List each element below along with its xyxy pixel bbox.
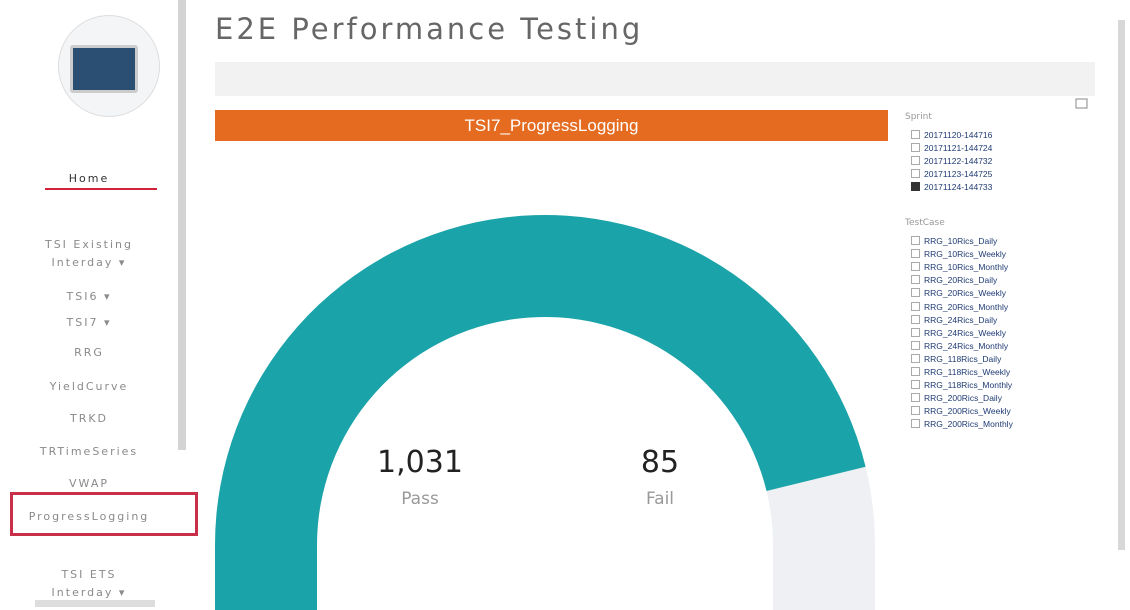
gauge-fail	[767, 467, 875, 545]
checkbox[interactable]	[911, 315, 920, 324]
item-label: RRG_20Rics_Monthly	[924, 302, 1008, 312]
nav-link[interactable]: Interday ▾	[0, 586, 178, 599]
slicer-item[interactable]: 20171123-144725	[911, 169, 992, 179]
checkbox[interactable]	[911, 341, 920, 350]
slicer-title: Sprint	[905, 112, 932, 122]
slicer-item[interactable]: 20171124-144733	[911, 182, 992, 192]
checkbox[interactable]	[911, 182, 920, 191]
slicer-item[interactable]: RRG_24Rics_Daily	[911, 315, 997, 325]
item-label: RRG_24Rics_Weekly	[924, 328, 1006, 338]
item-label: RRG_24Rics_Daily	[924, 315, 997, 325]
checkbox[interactable]	[911, 380, 920, 389]
item-label: RRG_200Rics_Weekly	[924, 406, 1011, 416]
item-label: RRG_118Rics_Monthly	[924, 380, 1012, 390]
item-label: RRG_118Rics_Daily	[924, 354, 1001, 364]
slicer-item[interactable]: 20171121-144724	[911, 143, 992, 153]
checkbox[interactable]	[911, 169, 920, 178]
slicer-item[interactable]: RRG_118Rics_Daily	[911, 354, 1001, 364]
checkbox[interactable]	[911, 236, 920, 245]
item-label: RRG_20Rics_Weekly	[924, 288, 1006, 298]
checkbox[interactable]	[911, 130, 920, 139]
checkbox[interactable]	[911, 406, 920, 415]
scrollbar[interactable]	[1118, 20, 1125, 550]
slicer-item[interactable]: RRG_200Rics_Monthly	[911, 419, 1013, 429]
item-label: RRG_10Rics_Daily	[924, 236, 997, 246]
item-label: 20171122-144732	[924, 156, 992, 166]
pass-value: 1,031	[377, 445, 463, 480]
item-label: RRG_10Rics_Monthly	[924, 262, 1008, 272]
slicer-item[interactable]: RRG_20Rics_Daily	[911, 275, 997, 285]
checkbox[interactable]	[911, 354, 920, 363]
focus-icon[interactable]	[1075, 98, 1089, 110]
gauge-pass	[215, 215, 866, 545]
dashboard: E2E Performance Testing TSI7_ProgressLog…	[0, 0, 1130, 610]
slicer-item[interactable]: RRG_10Rics_Weekly	[911, 249, 1006, 259]
slicer-item[interactable]: RRG_118Rics_Monthly	[911, 380, 1012, 390]
nav-link[interactable]: TSI ETS	[0, 568, 178, 581]
slicer-item[interactable]: RRG_24Rics_Weekly	[911, 328, 1006, 338]
checkbox[interactable]	[911, 288, 920, 297]
checkbox[interactable]	[911, 156, 920, 165]
slicer-item[interactable]: RRG_200Rics_Daily	[911, 393, 1002, 403]
slicer-item[interactable]: RRG_20Rics_Weekly	[911, 288, 1006, 298]
pass-label: Pass	[401, 489, 439, 509]
nav-link[interactable]: Home	[0, 172, 178, 185]
logo-image	[70, 45, 138, 93]
slicer-item[interactable]: RRG_10Rics_Daily	[911, 236, 997, 246]
nav-link[interactable]: TSI6 ▾	[0, 290, 178, 303]
nav-link[interactable]: TSI Existing	[0, 238, 178, 251]
nav-link[interactable]: RRG	[0, 346, 178, 359]
slicer-item[interactable]: 20171122-144732	[911, 156, 992, 166]
slicer-item[interactable]: RRG_118Rics_Weekly	[911, 367, 1010, 377]
item-label: RRG_200Rics_Daily	[924, 393, 1002, 403]
checkbox[interactable]	[911, 143, 920, 152]
checkbox[interactable]	[911, 367, 920, 376]
checkbox[interactable]	[911, 249, 920, 258]
item-label: 20171121-144724	[924, 143, 992, 153]
item-label: RRG_10Rics_Weekly	[924, 249, 1006, 259]
nav-link[interactable]: YieldCurve	[0, 380, 178, 393]
fail-label: Fail	[646, 489, 674, 509]
item-label: RRG_20Rics_Daily	[924, 275, 997, 285]
item-label: 20171120-144716	[924, 130, 992, 140]
gauge-foot	[773, 545, 875, 610]
nav-link[interactable]: TRKD	[0, 412, 178, 425]
scrollbar[interactable]	[35, 600, 155, 607]
checkbox[interactable]	[911, 393, 920, 402]
gauge-foot	[215, 545, 317, 610]
slicer-item[interactable]: 20171120-144716	[911, 130, 992, 140]
slicer-item[interactable]: RRG_200Rics_Weekly	[911, 406, 1011, 416]
page-title: E2E Performance Testing	[215, 12, 643, 46]
active-underline	[45, 188, 157, 190]
item-label: 20171123-144725	[924, 169, 992, 179]
checkbox[interactable]	[911, 419, 920, 428]
scrollbar[interactable]	[178, 0, 186, 450]
item-label: RRG_118Rics_Weekly	[924, 367, 1010, 377]
checkbox[interactable]	[911, 302, 920, 311]
slicer-item[interactable]: RRG_24Rics_Monthly	[911, 341, 1008, 351]
slicer-item[interactable]: RRG_10Rics_Monthly	[911, 262, 1008, 272]
checkbox[interactable]	[911, 275, 920, 284]
item-label: RRG_200Rics_Monthly	[924, 419, 1013, 429]
nav-link[interactable]: TSI7 ▾	[0, 316, 178, 329]
item-label: 20171124-144733	[924, 182, 992, 192]
header-band	[215, 62, 1095, 96]
checkbox[interactable]	[911, 262, 920, 271]
nav-link[interactable]: Interday ▾	[0, 256, 178, 269]
fail-value: 85	[641, 445, 679, 480]
slicer-title: TestCase	[905, 218, 945, 228]
active-highlight	[10, 492, 198, 536]
nav-link[interactable]: VWAP	[0, 477, 178, 490]
slicer-item[interactable]: RRG_20Rics_Monthly	[911, 302, 1008, 312]
checkbox[interactable]	[911, 328, 920, 337]
item-label: RRG_24Rics_Monthly	[924, 341, 1008, 351]
banner: TSI7_ProgressLogging	[215, 110, 888, 141]
nav-link[interactable]: TRTimeSeries	[0, 445, 178, 458]
